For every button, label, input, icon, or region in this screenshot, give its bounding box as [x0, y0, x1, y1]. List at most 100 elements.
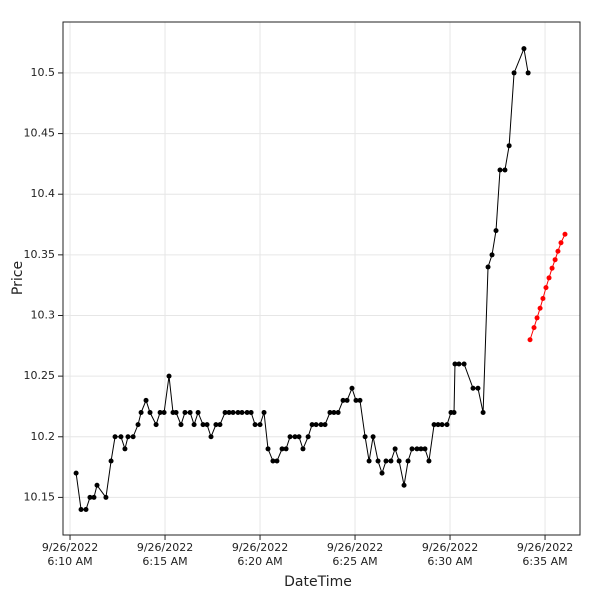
data-point — [540, 296, 546, 302]
data-point — [309, 422, 315, 428]
data-point — [200, 422, 206, 428]
x-tick-label-box: 9/26/2022 6:25 AM — [327, 541, 383, 568]
data-point — [153, 422, 159, 428]
data-point — [313, 422, 319, 428]
data-point — [537, 305, 543, 311]
series-line — [75, 46, 529, 511]
data-point — [305, 434, 311, 440]
data-point — [279, 446, 285, 452]
data-point — [103, 494, 109, 500]
data-point — [235, 410, 241, 416]
data-point — [213, 422, 219, 428]
plot-frame — [62, 21, 581, 536]
y-tick-label: 10.5 — [31, 66, 56, 79]
data-point — [388, 458, 394, 464]
data-point — [370, 434, 376, 440]
data-point — [87, 494, 93, 500]
data-point — [204, 422, 210, 428]
data-point — [461, 361, 467, 367]
data-point — [422, 446, 428, 452]
data-point — [405, 458, 411, 464]
data-point — [252, 422, 258, 428]
data-point — [366, 458, 372, 464]
data-point — [166, 373, 172, 379]
data-point — [357, 397, 363, 403]
data-point — [502, 167, 508, 173]
data-point — [108, 458, 114, 464]
data-point — [331, 410, 337, 416]
data-point — [401, 482, 407, 488]
data-point — [562, 231, 568, 237]
data-point — [300, 446, 306, 452]
data-point — [344, 397, 350, 403]
data-point — [191, 422, 197, 428]
data-point — [452, 361, 458, 367]
data-point — [118, 434, 124, 440]
data-point — [497, 167, 503, 173]
data-point — [362, 434, 368, 440]
data-point — [558, 240, 564, 246]
x-tick-label: 9/26/2022 6:35 AM — [516, 541, 574, 568]
data-point — [83, 507, 89, 513]
data-point — [122, 446, 128, 452]
data-point — [506, 143, 512, 149]
data-point — [485, 264, 491, 270]
data-point — [283, 446, 289, 452]
x-tick-label: 9/26/2022 6:10 AM — [41, 541, 99, 568]
data-point — [543, 285, 549, 291]
data-point — [521, 46, 527, 52]
data-point — [73, 470, 79, 476]
data-point — [383, 458, 389, 464]
data-point — [480, 410, 486, 416]
data-point — [431, 422, 437, 428]
x-tick-label-box: 9/26/2022 6:35 AM — [516, 541, 574, 568]
data-point — [178, 422, 184, 428]
y-axis-title: Price — [10, 261, 26, 295]
data-point — [125, 434, 131, 440]
y-tick-label: 10.2 — [31, 430, 56, 443]
data-point — [173, 410, 179, 416]
x-tick-label: 9/26/2022 6:30 AM — [421, 541, 479, 568]
data-point — [489, 252, 495, 258]
data-point — [456, 361, 462, 367]
x-tick-label-box: 9/26/2022 6:30 AM — [421, 541, 479, 568]
data-point — [143, 397, 149, 403]
y-tick-label: 10.45 — [24, 127, 56, 140]
data-point — [78, 507, 84, 513]
data-point — [187, 410, 193, 416]
data-point — [239, 410, 245, 416]
data-point — [511, 70, 517, 76]
y-tick-label: 10.25 — [24, 369, 56, 382]
data-point — [244, 410, 250, 416]
data-point — [182, 410, 188, 416]
data-point — [414, 446, 420, 452]
x-tick-label: 9/26/2022 6:20 AM — [231, 541, 289, 568]
data-point — [549, 265, 555, 271]
data-point — [248, 410, 254, 416]
data-point — [552, 257, 558, 263]
data-point — [531, 325, 537, 331]
data-point — [222, 410, 228, 416]
data-point — [327, 410, 333, 416]
data-point — [161, 410, 167, 416]
data-point — [208, 434, 214, 440]
x-axis-title: DateTime — [284, 574, 352, 590]
data-point — [261, 410, 267, 416]
data-point — [217, 422, 223, 428]
data-point — [470, 385, 476, 391]
data-point — [349, 385, 355, 391]
data-point — [130, 434, 136, 440]
x-tick-label-box: 9/26/2022 6:10 AM — [41, 541, 99, 568]
data-point — [392, 446, 398, 452]
data-point — [475, 385, 481, 391]
data-point — [340, 397, 346, 403]
data-point — [195, 410, 201, 416]
data-point — [396, 458, 402, 464]
data-point — [230, 410, 236, 416]
data-point — [451, 410, 457, 416]
data-point — [555, 248, 561, 254]
data-point — [322, 422, 328, 428]
data-point — [439, 422, 445, 428]
data-point — [265, 446, 271, 452]
